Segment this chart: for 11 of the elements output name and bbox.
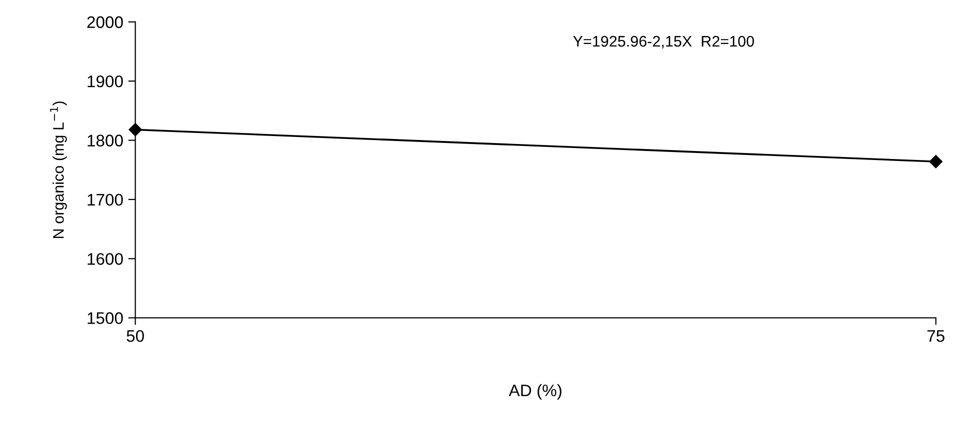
- x-axis-title: AD (%): [508, 384, 562, 400]
- y-tick-label: 1900: [88, 75, 123, 88]
- y-tick-label: 1800: [88, 134, 123, 146]
- x-tick-label: 50: [126, 330, 144, 342]
- y-tick-label: 1600: [88, 253, 123, 265]
- y-tick-label: 2000: [87, 16, 123, 28]
- y-axis-title: N organico (mg L$^{−1}$): [50, 102, 67, 238]
- annotation: Y=1925.96-2,15X R2=100: [573, 36, 754, 49]
- y-tick-label: 1700: [88, 194, 123, 206]
- x-tick-label: 75: [927, 330, 944, 342]
- y-tick-label: 1500: [88, 312, 123, 324]
